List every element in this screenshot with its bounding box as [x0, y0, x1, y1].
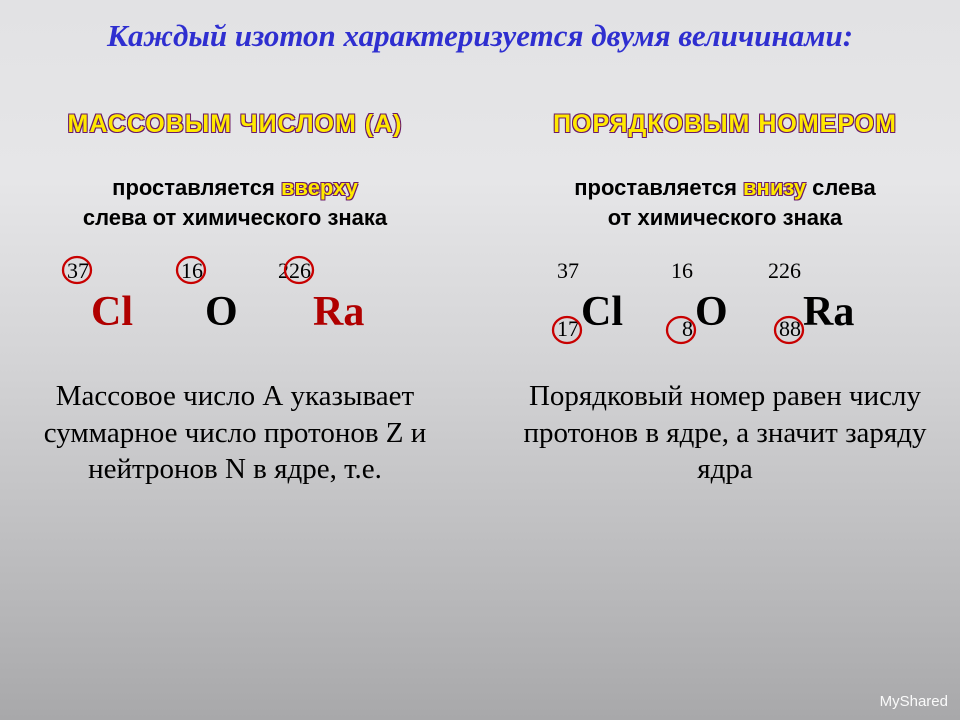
element-symbol: Ra [313, 288, 364, 336]
element-symbol: Ra [803, 288, 854, 336]
atomic-number-desc: Порядковый номер равен числу протонов в … [490, 378, 960, 487]
sub-post: слева от химического знака [83, 205, 387, 230]
atomic-number: 8 [682, 316, 693, 342]
sub-pre: проставляется [112, 175, 281, 200]
mass-number: 226 [768, 258, 801, 284]
mass-number: 16 [181, 258, 203, 284]
right-isotope-row: 3717Cl168O22688Ra [490, 256, 960, 342]
mass-number-sub: проставляется вверху слева от химическог… [0, 173, 470, 232]
mass-number-header: МАССОВЫМ ЧИСЛОМ (А) [0, 110, 470, 139]
isotope-ra: 22688Ra [795, 256, 875, 342]
mass-number-desc: Массовое число А указывает суммарное чис… [0, 378, 470, 487]
isotope-cl: 37Cl [85, 256, 153, 342]
left-column: МАССОВЫМ ЧИСЛОМ (А) проставляется вверху… [0, 110, 470, 487]
page-title: Каждый изотоп характеризуется двумя вели… [0, 18, 960, 54]
mass-number: 226 [278, 258, 311, 284]
isotope-o: 168O [689, 256, 749, 342]
isotope-o: 16O [199, 256, 259, 342]
left-isotope-row: 37Cl 16O 226Ra [0, 256, 470, 342]
sub-word: вверху [281, 173, 358, 203]
sub-post-a: слева [806, 175, 876, 200]
element-symbol: Cl [581, 288, 623, 336]
atomic-number: 88 [779, 316, 801, 342]
right-column: ПОРЯДКОВЫМ НОМЕРОМ проставляется внизу с… [490, 110, 960, 487]
element-symbol: Cl [91, 288, 133, 336]
sub-pre: проставляется [574, 175, 743, 200]
mass-number: 37 [557, 258, 579, 284]
element-symbol: O [695, 288, 728, 336]
sub-post-b: от химического знака [608, 205, 843, 230]
atomic-number-header: ПОРЯДКОВЫМ НОМЕРОМ [490, 110, 960, 139]
atomic-number: 17 [557, 316, 579, 342]
atomic-number-sub: проставляется внизу слева от химического … [490, 173, 960, 232]
element-symbol: O [205, 288, 238, 336]
isotope-cl: 3717Cl [575, 256, 643, 342]
mass-number: 16 [671, 258, 693, 284]
sub-word: внизу [743, 173, 806, 203]
mass-number: 37 [67, 258, 89, 284]
isotope-ra: 226Ra [305, 256, 385, 342]
watermark: MyShared [880, 693, 948, 710]
